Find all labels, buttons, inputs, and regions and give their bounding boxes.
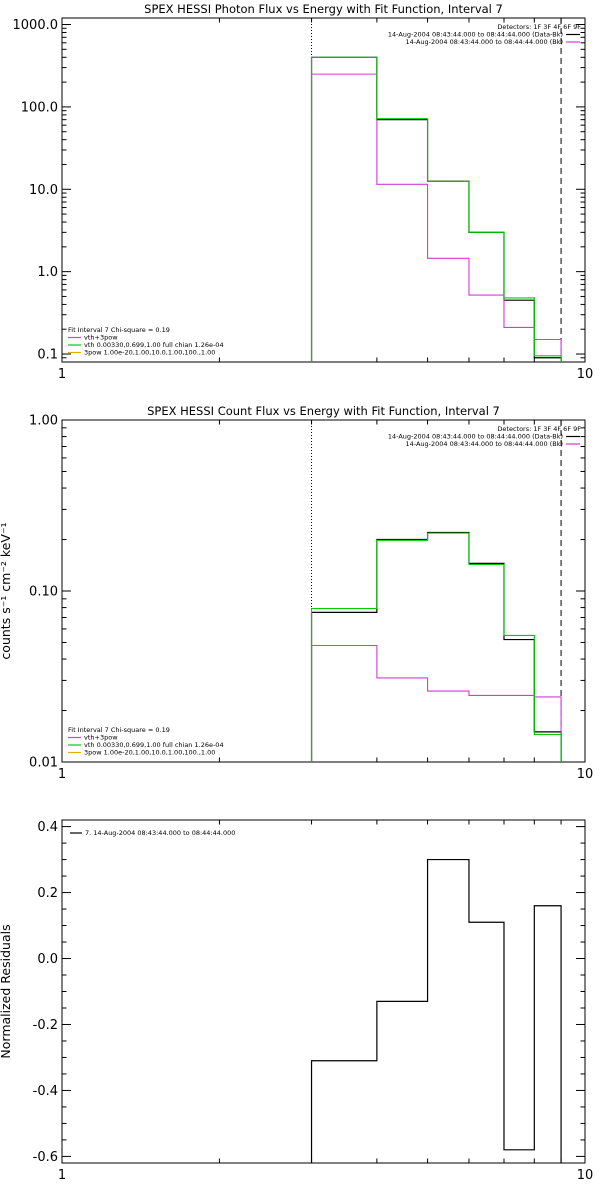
legend-detectors: Detectors: 1F 3F 4F 6F 9F <box>497 23 581 31</box>
panel-1: SPEX HESSI Photon Flux vs Energy with Fi… <box>13 2 594 382</box>
legend-fit-label: vth+3pow <box>84 334 118 342</box>
legend-top-label: 14-Aug-2004 08:43:44.000 to 08:44:44.000… <box>388 31 563 39</box>
panel-3: -0.6 -0.4 -0.2 0.0 0.2 0.4 1 10 Normalized Resid… <box>0 819 594 1183</box>
y-tick-label: 0.01 <box>29 756 58 771</box>
y-tick-label: 0.2 <box>37 886 58 901</box>
series-data-bk-line <box>310 56 562 362</box>
y-tick-label: 1000.0 <box>13 18 59 33</box>
x-tick-label: 10 <box>577 367 594 382</box>
x-tick-label: 1 <box>58 367 66 382</box>
series-bk-line <box>310 644 562 762</box>
y-tick-label: 0.1 <box>37 348 58 363</box>
y-axis-label: Normalized Residuals <box>0 924 13 1058</box>
y-tick-label: -0.4 <box>33 1084 58 1099</box>
series-vth-line <box>310 532 562 762</box>
legend-top-label: 14-Aug-2004 08:43:44.000 to 08:44:44.000… <box>406 440 563 448</box>
y-tick-label: 0.4 <box>37 820 58 835</box>
y-tick-label: 0.10 <box>29 585 58 600</box>
legend-detectors: Detectors: 1F 3F 4F 6F 9F <box>497 425 581 433</box>
legend-fit-label: vth+3pow <box>84 734 118 742</box>
series-data-bk-line <box>310 531 562 762</box>
y-tick-label: 10.0 <box>29 183 58 198</box>
chart-title: SPEX HESSI Count Flux vs Energy with Fit… <box>147 404 500 418</box>
series-residuals-line <box>310 858 562 1163</box>
legend-fit-header: Fit Interval 7 Chi-square = 0.19 <box>68 726 170 734</box>
panel-2: SPEX HESSI Count Flux vs Energy with Fit… <box>0 404 593 782</box>
x-tick-label: 10 <box>577 1168 594 1183</box>
x-tick-label: 1 <box>58 1168 66 1183</box>
axes-frame <box>61 17 586 363</box>
series-vth-line <box>310 56 562 362</box>
legend-top-label: 14-Aug-2004 08:43:44.000 to 08:44:44.000… <box>406 38 563 46</box>
y-tick-label: 1.0 <box>37 265 58 280</box>
x-tick-label: 10 <box>577 767 594 782</box>
y-tick-label: -0.2 <box>33 1018 58 1033</box>
x-tick-label: 1 <box>58 767 66 782</box>
chart-title: SPEX HESSI Photon Flux vs Energy with Fi… <box>144 2 503 16</box>
y-axis-label: counts s⁻¹ cm⁻² keV⁻¹ <box>0 522 13 659</box>
y-tick-label: -0.6 <box>33 1150 58 1165</box>
legend-fit-header: Fit Interval 7 Chi-square = 0.19 <box>68 326 170 334</box>
legend-fit-label: 3pow 1.00e-20,1.00,10.0,1.00,100.,1.00 <box>84 349 215 357</box>
axes-frame <box>61 419 586 763</box>
legend-top-label: 7. 14-Aug-2004 08:43:44.000 to 08:44:44.… <box>85 829 235 837</box>
legend-top-label: 14-Aug-2004 08:43:44.000 to 08:44:44.000… <box>388 433 563 441</box>
legend-fit-label: vth 0.00330,0.699,1.00 full chian 1.26e-… <box>84 741 224 749</box>
y-tick-label: 1.00 <box>29 414 58 429</box>
y-tick-label: 0.0 <box>37 952 58 967</box>
y-tick-label: 100.0 <box>21 100 58 115</box>
legend-fit-label: vth 0.00330,0.699,1.00 full chian 1.26e-… <box>84 341 224 349</box>
series-bk-line <box>310 73 562 362</box>
axes-frame <box>61 819 586 1164</box>
legend-fit-label: 3pow 1.00e-20,1.00,10.0,1.00,100.,1.00 <box>84 749 215 757</box>
